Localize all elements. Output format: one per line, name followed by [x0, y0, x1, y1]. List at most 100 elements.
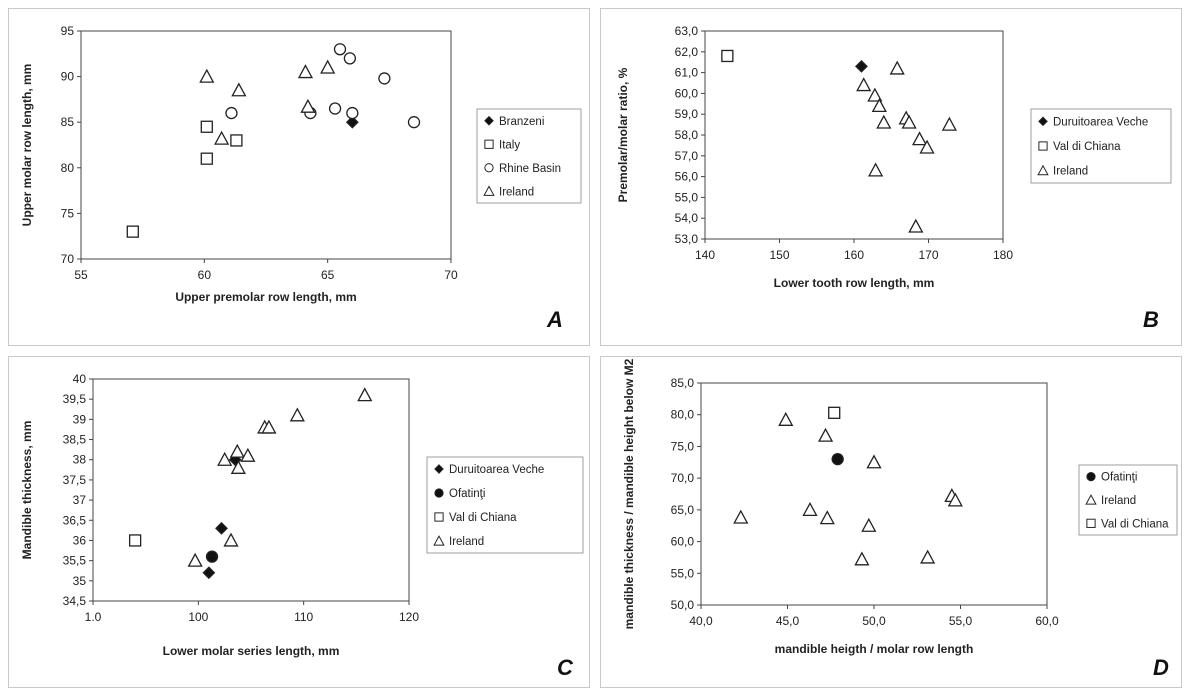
point-ireland-a: [199, 68, 215, 83]
point-ireland-b: [901, 114, 917, 129]
legend-marker-ireland-b: [1037, 164, 1049, 176]
y-tick-label-a: 70: [61, 252, 75, 266]
legend-label-val-di-chiana-c: Val di Chiana: [449, 512, 517, 524]
point-ireland-c: [187, 552, 203, 567]
plot-area-d: [700, 382, 1048, 606]
y-tick-label-c: 36: [73, 533, 87, 547]
point-ofatint-i-d: [831, 452, 844, 466]
y-tick-label-d: 80,0: [671, 408, 695, 422]
point-ireland-c: [240, 447, 256, 462]
legend-item-duruitoarea-veche-b: Duruitoarea Veche: [1038, 116, 1148, 128]
x-tick-label-c: 120: [399, 610, 419, 624]
y-axis-label-a: Upper molar row length, mm: [20, 64, 34, 227]
legend-box-b: [1030, 108, 1172, 184]
point-ireland-c: [357, 387, 373, 402]
chart-panel-d: 40,0 45,0 50,0 55,0 60,0 50,0 55,0 60,0 65,0 70,0…: [600, 356, 1182, 688]
point-ireland-b: [876, 114, 892, 129]
legend-box-a: [476, 108, 582, 204]
point-ireland-c: [289, 407, 305, 422]
point-ofatint-i-c: [205, 550, 219, 563]
y-tick-label-d: 50,0: [671, 598, 695, 612]
legend-item-italy-a: Italy: [484, 139, 520, 151]
y-tick-label-d: 85,0: [671, 376, 695, 390]
x-tick-label-b: 160: [844, 248, 864, 262]
legend-label-italy-a: Italy: [499, 139, 520, 151]
legend-item-rhine-basin-a: Rhine Basin: [484, 163, 561, 175]
y-tick-label-d: 65,0: [671, 503, 695, 517]
point-rhine-basin-a: [407, 116, 421, 129]
legend-marker-ofatint-i-c: [434, 488, 444, 498]
x-tick-label-b: 150: [769, 248, 789, 262]
legend-label-branzeni-a: Branzeni: [499, 116, 544, 128]
legend-label-val-di-chiana-d: Val di Chiana: [1101, 518, 1169, 530]
point-ireland-a: [320, 59, 336, 74]
legend-item-ofatint-i-d: Ofatinţi: [1086, 472, 1137, 484]
point-val-di-chiana-c: [128, 534, 142, 547]
y-tick-label-c: 38: [73, 453, 87, 467]
legend-item-val-di-chiana-c: Val di Chiana: [434, 512, 517, 524]
x-tick-label-c: 110: [294, 610, 313, 624]
point-ireland-b: [856, 77, 872, 92]
legend-marker-duruitoarea-veche-b: [1038, 116, 1048, 127]
chart-panel-a: 55 60 65 70 70 75 80 85 90 95 Upper premolar row l…: [8, 8, 590, 346]
legend-marker-rhine-basin-a: [484, 163, 494, 173]
y-tick-label-b: 60,0: [675, 86, 699, 100]
legend-item-ofatint-i-c: Ofatinţi: [434, 488, 485, 500]
legend-box-c: [426, 456, 584, 554]
legend-item-branzeni-a: Branzeni: [484, 116, 544, 128]
y-tick-label-b: 55,0: [675, 190, 699, 204]
x-axis-label-b: Lower tooth row length, mm: [774, 276, 935, 290]
point-ireland-c: [261, 419, 277, 434]
legend-item-ireland-a: Ireland: [483, 185, 534, 198]
point-ireland-b: [868, 162, 884, 177]
x-tick-label-a: 70: [444, 268, 458, 282]
point-duruitoarea-veche-c: [202, 566, 216, 580]
point-italy-a: [230, 134, 243, 147]
y-tick-label-a: 90: [61, 70, 75, 84]
point-italy-a: [126, 225, 139, 238]
x-tick-label-c: 1.0: [85, 610, 102, 624]
y-tick-label-c: 38,5: [63, 433, 87, 447]
panel-letter-d: D: [1153, 655, 1169, 680]
legend-marker-ofatint-i-d: [1086, 472, 1096, 482]
legend-label-val-di-chiana-b: Val di Chiana: [1053, 141, 1121, 153]
point-val-di-chiana-b: [721, 49, 734, 63]
point-ireland-c: [229, 443, 245, 458]
point-ireland-b: [889, 60, 905, 75]
y-tick-label-c: 35,5: [63, 554, 87, 568]
y-tick-label-b: 53,0: [675, 232, 699, 246]
legend-label-duruitoarea-veche-b: Duruitoarea Veche: [1053, 116, 1148, 128]
legend-item-ireland-c: Ireland: [433, 535, 484, 548]
y-tick-label-b: 59,0: [675, 107, 699, 121]
y-tick-label-b: 56,0: [675, 170, 699, 184]
point-ireland-b: [871, 98, 887, 113]
panel-letter-b: B: [1143, 307, 1159, 332]
point-ireland-d: [920, 549, 936, 564]
y-axis-label-c: Mandible thickness, mm: [20, 421, 34, 560]
point-ireland-d: [733, 509, 749, 524]
y-tick-label-a: 80: [61, 161, 75, 175]
chart-panel-c: 1.0 100 110 120 34,5 35 35,5 36 36,5 37 37,5 38 38,5…: [8, 356, 590, 688]
point-ireland-b: [867, 87, 883, 102]
legend-label-ireland-b: Ireland: [1053, 166, 1088, 178]
x-tick-label-b: 180: [993, 248, 1013, 262]
x-tick-label-d: 60,0: [1035, 614, 1059, 628]
legend-marker-val-di-chiana-d: [1086, 518, 1096, 528]
point-rhine-basin-a: [328, 102, 342, 115]
point-ireland-b: [911, 131, 928, 146]
point-duruitoarea-veche-c: [215, 521, 228, 535]
y-tick-label-c: 37: [73, 493, 87, 507]
scatter-chart-a: 55 60 65 70 70 75 80 85 90 95 Upper premolar row l…: [20, 24, 582, 332]
x-tick-label-b: 140: [695, 248, 715, 262]
y-tick-label-b: 58,0: [675, 128, 699, 142]
legend-marker-val-di-chiana-c: [434, 512, 444, 522]
legend-marker-ireland-d: [1085, 494, 1097, 505]
legend-label-ireland-d: Ireland: [1101, 495, 1136, 507]
legend-item-val-di-chiana-d: Val di Chiana: [1086, 518, 1169, 530]
y-axis-label-b: Premolar/molar ratio, %: [616, 67, 630, 202]
legend-label-rhine-basin-a: Rhine Basin: [499, 163, 561, 175]
legend-marker-duruitoarea-veche-c: [434, 464, 444, 474]
y-tick-label-b: 61,0: [675, 66, 699, 80]
y-tick-label-c: 34,5: [63, 594, 87, 608]
y-tick-label-c: 36,5: [63, 513, 87, 527]
